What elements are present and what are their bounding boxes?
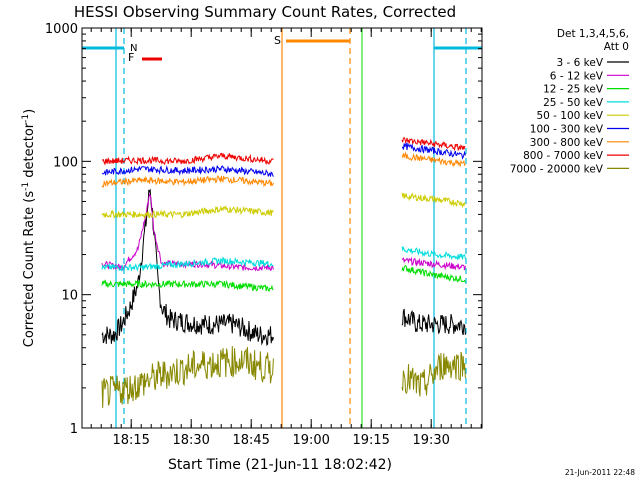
legend-label: 50 - 100 keV xyxy=(536,110,603,122)
legend-header-2: Att 0 xyxy=(604,41,629,53)
series-line-2 xyxy=(401,256,466,271)
series-line-1 xyxy=(101,256,274,272)
footer-date: 21-Jun-2011 22:48 xyxy=(565,468,635,477)
series-line-2 xyxy=(401,137,466,152)
series-line-1 xyxy=(101,165,274,177)
flare-label: F xyxy=(128,51,134,64)
x-tick-label: 19:00 xyxy=(292,433,329,448)
y-axis: 1 10 100 1000 xyxy=(45,22,482,437)
legend-label: 300 - 800 keV xyxy=(530,137,604,149)
y-tick-label: 1 xyxy=(70,422,78,437)
series-line-2 xyxy=(401,351,466,397)
series-line-2 xyxy=(401,264,466,283)
y-axis-label-end: ) xyxy=(22,109,37,114)
series-line-1 xyxy=(101,279,274,292)
night-label: N xyxy=(130,43,137,54)
series-lines xyxy=(101,137,466,408)
y-tick-label: 1000 xyxy=(45,22,78,37)
legend-label: 12 - 25 keV xyxy=(543,84,604,96)
series-line-1 xyxy=(101,152,274,166)
y-axis-label-sup1: -1 xyxy=(21,182,31,191)
y-axis-label-main: Corrected Count Rate (s xyxy=(22,191,37,348)
x-tick-label: 18:30 xyxy=(172,433,209,448)
x-tick-label: 18:45 xyxy=(232,433,269,448)
y-axis-label-mid: detector xyxy=(22,122,37,182)
series-line-2 xyxy=(402,142,466,160)
legend-label: 100 - 300 keV xyxy=(530,124,604,136)
series-line-1 xyxy=(101,175,274,188)
chart-title: HESSI Observing Summary Count Rates, Cor… xyxy=(74,3,456,21)
x-tick-label: 19:15 xyxy=(352,433,389,448)
observing-bands: NF S xyxy=(82,28,482,428)
x-axis: 18:15 18:30 18:45 19:00 19:15 19:30 xyxy=(90,28,482,448)
series-line-1 xyxy=(101,188,274,346)
y-tick-label: 100 xyxy=(53,155,78,170)
series-line-1 xyxy=(101,345,274,408)
plot-frame xyxy=(81,27,483,429)
x-tick-label: 19:30 xyxy=(412,433,449,448)
y-axis-label-sup2: -1 xyxy=(21,114,31,123)
series-line-2 xyxy=(401,192,466,208)
x-axis-label: Start Time (21-Jun-11 18:02:42) xyxy=(168,457,392,473)
legend-label: 7000 - 20000 keV xyxy=(510,163,604,175)
series-line-2 xyxy=(401,151,466,168)
legend-label: 800 - 7000 keV xyxy=(523,150,604,162)
series-line-2 xyxy=(401,308,466,336)
x-tick-label: 18:15 xyxy=(112,433,149,448)
series-line-2 xyxy=(401,246,466,261)
legend-header-1: Det 1,3,4,5,6, xyxy=(557,28,629,40)
legend-label: 3 - 6 keV xyxy=(556,57,603,69)
legend-label: 6 - 12 keV xyxy=(550,70,604,82)
saa-label: S xyxy=(274,34,281,47)
legend-label: 25 - 50 keV xyxy=(543,97,604,109)
y-axis-label: Corrected Count Rate (s-1 detector-1) xyxy=(21,109,37,347)
y-tick-label: 10 xyxy=(61,289,78,304)
series-line-1 xyxy=(101,204,274,220)
